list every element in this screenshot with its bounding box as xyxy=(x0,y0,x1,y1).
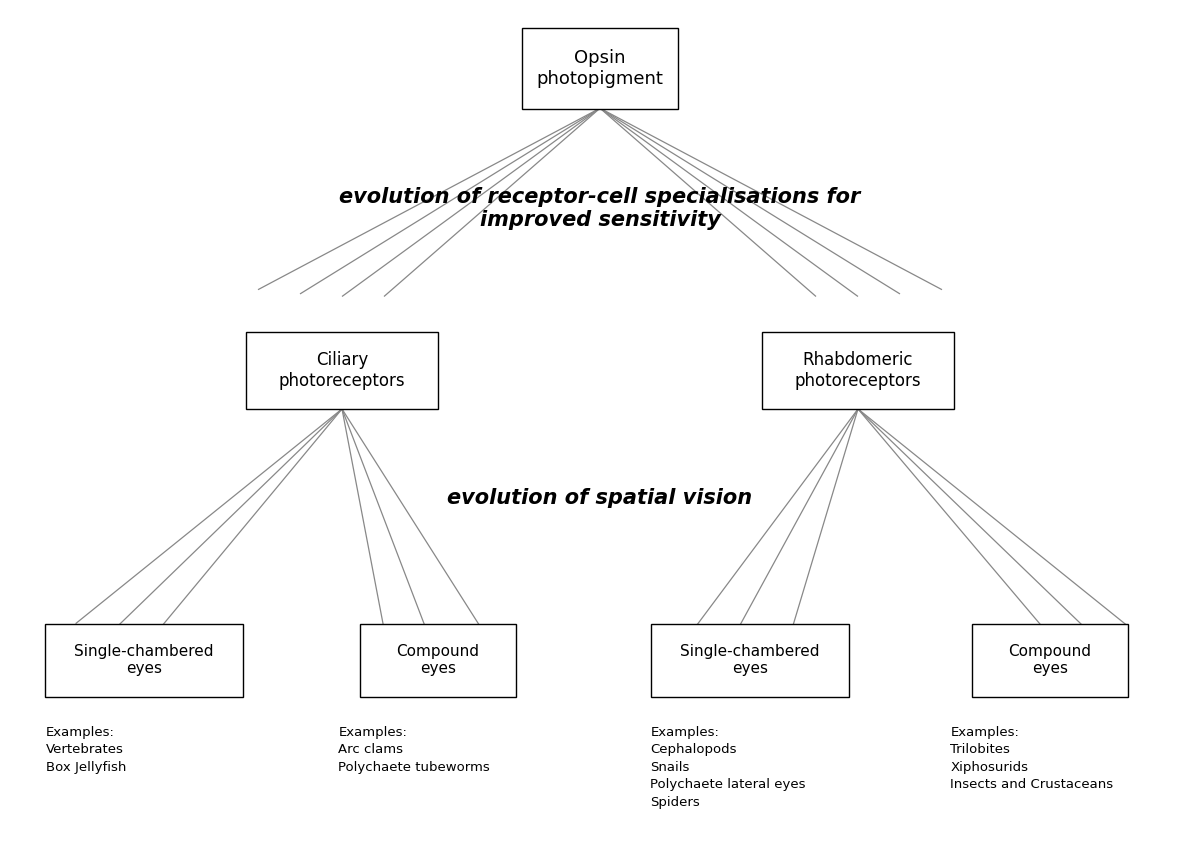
Text: Opsin
photopigment: Opsin photopigment xyxy=(536,49,664,88)
FancyBboxPatch shape xyxy=(46,624,244,697)
FancyBboxPatch shape xyxy=(972,624,1128,697)
Text: Examples:
Vertebrates
Box Jellyfish: Examples: Vertebrates Box Jellyfish xyxy=(46,726,126,774)
FancyBboxPatch shape xyxy=(360,624,516,697)
FancyBboxPatch shape xyxy=(246,332,438,409)
FancyBboxPatch shape xyxy=(762,332,954,409)
Text: Single-chambered
eyes: Single-chambered eyes xyxy=(74,644,214,676)
Text: Ciliary
photoreceptors: Ciliary photoreceptors xyxy=(278,351,406,390)
Text: Examples:
Arc clams
Polychaete tubeworms: Examples: Arc clams Polychaete tubeworms xyxy=(338,726,490,774)
Text: Examples:
Cephalopods
Snails
Polychaete lateral eyes
Spiders: Examples: Cephalopods Snails Polychaete … xyxy=(650,726,806,809)
FancyBboxPatch shape xyxy=(650,624,850,697)
Text: Examples:
Trilobites
Xiphosurids
Insects and Crustaceans: Examples: Trilobites Xiphosurids Insects… xyxy=(950,726,1114,792)
Text: Rhabdomeric
photoreceptors: Rhabdomeric photoreceptors xyxy=(794,351,922,390)
FancyBboxPatch shape xyxy=(522,27,678,108)
Text: Single-chambered
eyes: Single-chambered eyes xyxy=(680,644,820,676)
Text: Compound
eyes: Compound eyes xyxy=(1008,644,1092,676)
Text: evolution of receptor-cell specialisations for
improved sensitivity: evolution of receptor-cell specialisatio… xyxy=(340,187,860,230)
Text: Compound
eyes: Compound eyes xyxy=(396,644,480,676)
Text: evolution of spatial vision: evolution of spatial vision xyxy=(448,488,752,509)
